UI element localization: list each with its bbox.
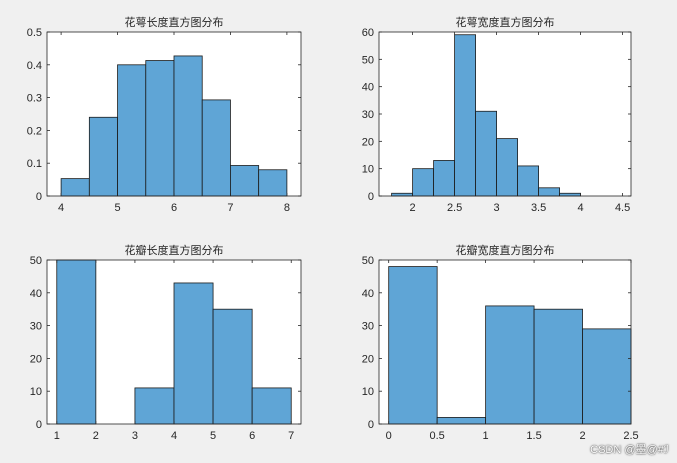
histogram-sepal-length: 4 5 6 7 8 0 0.1 0.2 0.3 0.4 0.5 花萼长度直方图分布 [27, 15, 302, 214]
y-tick-label: 60 [362, 27, 374, 39]
x-tick-label: 1.5 [526, 430, 541, 442]
y-tick-label: 0.2 [27, 125, 42, 137]
x-tick-label: 2 [93, 430, 99, 442]
histogram-bar [559, 192, 581, 197]
x-tick-label: 2.5 [623, 430, 638, 442]
y-tick-label: 40 [362, 82, 374, 94]
x-tick-label: 4.5 [615, 202, 630, 214]
histogram-petal-width: 0 0.5 1 1.5 2 2.5 0 10 20 30 40 50 花瓣宽度直方图分布 [362, 243, 639, 442]
chart-title: 花萼宽度直方图分布 [456, 15, 555, 29]
y-tick-label: 0.3 [27, 93, 42, 105]
y-tick-label: 20 [30, 353, 42, 365]
histogram-bar [485, 305, 535, 425]
x-tick-label: 5 [210, 430, 216, 442]
histogram-bar [391, 192, 414, 197]
x-tick-label: 1 [54, 430, 60, 442]
chart-title: 花萼长度直方图分布 [125, 15, 224, 29]
histogram-bar [412, 168, 435, 197]
y-tick-label: 10 [362, 164, 374, 176]
histogram-bar [134, 387, 175, 425]
histogram-bar [173, 55, 203, 197]
watermark-text: CSDN @墨@#ℐ [590, 444, 669, 456]
x-tick-label: 3 [132, 430, 138, 442]
histogram-bar [533, 308, 583, 425]
histogram-bar [56, 259, 97, 425]
y-tick-label: 10 [362, 386, 374, 398]
y-tick-label: 50 [362, 54, 374, 66]
y-tick-label: 0 [368, 191, 374, 203]
histogram-bar [433, 160, 456, 197]
y-tick-label: 30 [362, 109, 374, 121]
histogram-bar [475, 110, 498, 197]
x-tick-label: 6 [171, 202, 177, 214]
histogram-bar [436, 417, 487, 425]
histogram-bar [230, 165, 260, 197]
x-tick-label: 4 [578, 202, 584, 214]
axes-frame [378, 259, 632, 425]
histogram-bar [517, 165, 539, 197]
y-tick-label: 0 [368, 419, 374, 431]
y-tick-label: 0.5 [27, 27, 42, 39]
y-tick-label: 10 [30, 386, 42, 398]
y-tick-label: 50 [30, 255, 42, 267]
y-tick-label: 30 [30, 321, 42, 333]
x-tick-label: 2 [579, 430, 585, 442]
y-tick-label: 40 [362, 288, 374, 300]
y-tick-label: 0.1 [27, 158, 42, 170]
histogram-bar [496, 138, 519, 197]
histogram-bar [201, 99, 231, 197]
y-tick-label: 30 [362, 321, 374, 333]
x-tick-label: 0.5 [430, 430, 445, 442]
y-tick-label: 40 [30, 288, 42, 300]
histogram-bar [582, 328, 632, 425]
x-tick-label: 4 [58, 202, 64, 214]
chart-title: 花瓣长度直方图分布 [125, 243, 224, 257]
x-tick-label: 8 [284, 202, 290, 214]
histogram-bar [258, 169, 288, 197]
chart-title: 花瓣宽度直方图分布 [456, 243, 555, 257]
x-tick-label: 2.5 [447, 202, 462, 214]
histogram-bar [117, 64, 147, 197]
y-tick-label: 0 [36, 419, 42, 431]
y-tick-label: 0.4 [27, 60, 42, 72]
x-tick-label: 7 [288, 430, 294, 442]
x-tick-label: 6 [249, 430, 255, 442]
x-tick-label: 4 [171, 430, 177, 442]
y-tick-label: 20 [362, 353, 374, 365]
x-tick-label: 0 [386, 430, 392, 442]
histogram-bar [538, 187, 560, 197]
x-tick-label: 2 [410, 202, 416, 214]
histogram-sepal-width: 2 2.5 3 3.5 4 4.5 0 10 20 30 40 50 60 花萼宽度直方图分布 [362, 15, 632, 214]
x-tick-label: 3.5 [531, 202, 546, 214]
y-tick-label: 0 [36, 191, 42, 203]
x-tick-label: 5 [114, 202, 120, 214]
x-tick-label: 1 [483, 430, 489, 442]
histogram-bar [60, 178, 90, 197]
y-tick-label: 50 [362, 255, 374, 267]
histogram-bar [88, 116, 118, 197]
histogram-bar [454, 34, 477, 197]
histogram-bar [388, 266, 438, 425]
histogram-bar [173, 282, 214, 425]
histogram-bar [212, 308, 253, 425]
y-tick-label: 20 [362, 136, 374, 148]
x-tick-label: 7 [227, 202, 233, 214]
x-tick-label: 3 [494, 202, 500, 214]
histogram-petal-length: 1 2 3 4 5 6 7 0 10 20 30 40 50 花瓣长度直方图分布 [30, 243, 302, 442]
histogram-bar [251, 387, 292, 425]
histogram-bar [145, 60, 175, 197]
